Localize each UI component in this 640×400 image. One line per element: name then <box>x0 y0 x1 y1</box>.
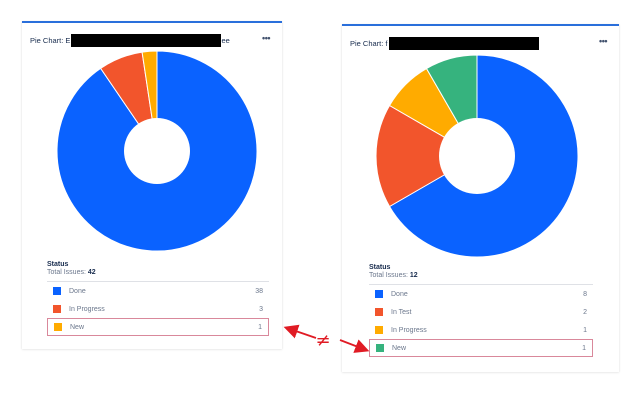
card-title: Pie Chart: f <box>350 38 388 48</box>
divider <box>369 284 593 285</box>
redacted-title <box>71 33 222 47</box>
swatch-icon <box>375 308 383 316</box>
legend-label: Done <box>391 290 408 298</box>
swatch-icon <box>375 290 383 298</box>
card-title-suffix: ee <box>221 35 230 45</box>
more-options-button[interactable]: ••• <box>599 36 607 46</box>
legend-item-in-progress[interactable]: In Progress 3 <box>47 300 269 318</box>
total-issues: Total Issues: 42 <box>47 269 96 276</box>
card-title: Pie Chart: E <box>30 35 71 45</box>
swatch-icon <box>376 344 384 352</box>
legend-item-in-test[interactable]: In Test 2 <box>369 303 593 321</box>
swatch-icon <box>375 326 383 334</box>
card-header: Pie Chart: f ••• <box>350 36 609 50</box>
legend-item-in-progress[interactable]: In Progress 1 <box>369 321 593 339</box>
legend-item-done[interactable]: Done 38 <box>47 282 269 300</box>
donut-hole <box>124 118 190 184</box>
swatch-icon <box>54 323 62 331</box>
arrow-right-icon <box>339 339 370 353</box>
divider <box>47 281 269 282</box>
pie-chart-card-right: Pie Chart: f ••• Status Total Issues: 12… <box>342 24 619 372</box>
legend-value: 1 <box>583 326 587 334</box>
legend-label: New <box>70 323 85 331</box>
swatch-icon <box>53 305 61 313</box>
legend-value: 1 <box>258 323 262 331</box>
not-equal-icon: ≠ <box>315 330 330 351</box>
legend-value: 8 <box>583 290 587 298</box>
legend-value: 1 <box>582 344 586 352</box>
swatch-icon <box>53 287 61 295</box>
legend-value: 38 <box>255 287 263 295</box>
more-options-button[interactable]: ••• <box>262 33 270 43</box>
legend-label: In Progress <box>391 326 427 334</box>
pie-chart-card-left: Pie Chart: E ee ••• Status Total Issues:… <box>22 21 282 349</box>
legend-right: Status Total Issues: 12 Done 8 In Test 2… <box>369 264 593 357</box>
total-issues: Total Issues: 12 <box>369 272 418 279</box>
legend-label: Done <box>69 287 86 295</box>
legend-item-done[interactable]: Done 8 <box>369 285 593 303</box>
arrow-left-icon <box>283 324 317 339</box>
donut-hole <box>439 118 515 194</box>
legend-label: In Progress <box>69 305 105 313</box>
legend-label: In Test <box>391 308 412 316</box>
redacted-title <box>388 36 539 50</box>
legend-item-new[interactable]: New 1 <box>47 318 269 336</box>
legend-heading: Status <box>369 264 391 271</box>
legend-value: 2 <box>583 308 587 316</box>
legend-value: 3 <box>259 305 263 313</box>
card-header: Pie Chart: E ee ••• <box>30 33 272 47</box>
donut-chart-right <box>375 54 579 258</box>
legend-left: Status Total Issues: 42 Done 38 In Progr… <box>47 261 269 336</box>
legend-item-new[interactable]: New 1 <box>369 339 593 357</box>
legend-heading: Status <box>47 261 69 268</box>
donut-chart-left <box>56 50 258 252</box>
slice-in-test[interactable] <box>375 104 479 208</box>
legend-label: New <box>392 344 407 352</box>
